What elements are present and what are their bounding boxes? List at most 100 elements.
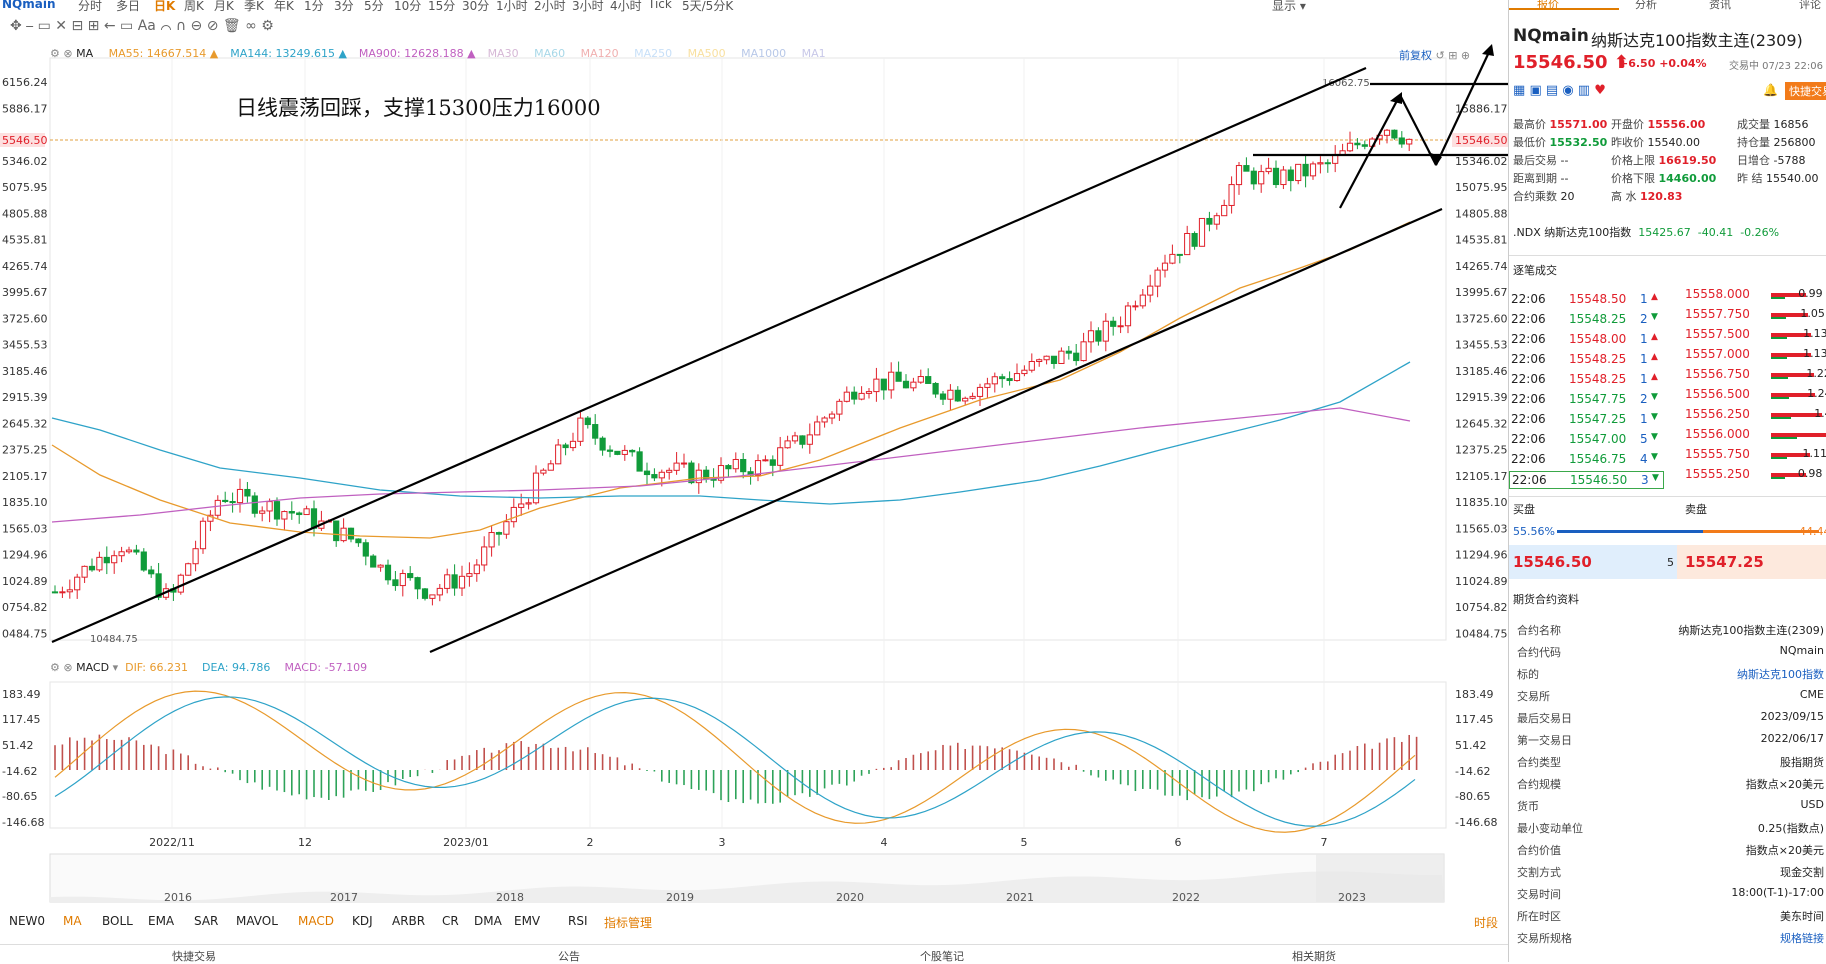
info-value-1: NQmain <box>1779 644 1824 657</box>
overview-window[interactable] <box>1316 854 1444 902</box>
indicator-tab-12[interactable]: RSI <box>568 914 588 928</box>
period-13[interactable]: 1小时 <box>496 0 528 13</box>
ma-item-1[interactable]: MA144: 13249.615 ▲ <box>230 47 347 60</box>
indicator-tab-1[interactable]: MA <box>63 914 82 928</box>
candle-body <box>155 573 162 598</box>
candle-body <box>1206 217 1213 225</box>
info-value-5: 2022/06/17 <box>1760 732 1824 745</box>
macd-axis-label-right: -14.62 <box>1455 765 1490 778</box>
candle-body <box>1406 138 1413 145</box>
info-key-14: 交易所规格 <box>1517 932 1572 945</box>
quote-tabs: 报价 分析 资讯 评论 <box>1509 0 1826 11</box>
ma-item-6[interactable]: MA250 <box>634 47 676 60</box>
macd-settings-icon[interactable]: ⚙ ⊗ <box>50 661 77 674</box>
period-2[interactable]: 日K <box>154 0 176 13</box>
ma-item-9[interactable]: MA1 <box>801 47 826 60</box>
period-18[interactable]: 5天/5分K <box>682 0 734 13</box>
candle-body <box>1287 169 1294 182</box>
symbol-label[interactable]: NQmain <box>2 0 56 11</box>
indicator-tab-0[interactable]: NEW0 <box>9 914 46 928</box>
timeframe-button[interactable]: 时段 <box>1474 916 1499 930</box>
period-0[interactable]: 分时 <box>78 0 103 13</box>
period-8[interactable]: 3分 <box>334 0 354 13</box>
candle-body <box>1095 330 1102 342</box>
wave-up2-line <box>1435 49 1491 166</box>
candle-body <box>1272 167 1280 186</box>
period-4[interactable]: 月K <box>214 0 234 13</box>
ma-item-0[interactable]: MA55: 14667.514 ▲ <box>108 47 219 60</box>
indicator-tab-4[interactable]: SAR <box>194 914 219 928</box>
indicator-tab-6[interactable]: MACD <box>298 914 334 928</box>
candle-body <box>1398 137 1405 145</box>
indicator-tab-8[interactable]: ARBR <box>392 914 426 928</box>
period-7[interactable]: 1分 <box>304 0 324 13</box>
candle-body <box>281 511 288 520</box>
candle-body <box>333 520 340 542</box>
quote-tab-0[interactable]: 报价 <box>1537 0 1559 11</box>
depth-row: 15557.750 1.05 <box>1685 307 1825 321</box>
quote-tab-3[interactable]: 评论 <box>1799 0 1821 11</box>
footer-item-0[interactable]: 快捷交易 <box>172 950 216 963</box>
info-value-2[interactable]: 纳斯达克100指数 <box>1737 668 1824 681</box>
period-5[interactable]: 季K <box>244 0 264 13</box>
ma-item-7[interactable]: MA500 <box>687 47 730 60</box>
footer-item-1[interactable]: 公告 <box>558 950 580 963</box>
quote-action-icons[interactable]: ▦ ▣ ▤ ◉ ▥ ♥ <box>1513 83 1606 98</box>
period-15[interactable]: 3小时 <box>572 0 604 13</box>
quote-tab-2[interactable]: 资讯 <box>1709 0 1731 11</box>
period-1[interactable]: 多日 <box>116 0 141 13</box>
price-axis-label-right: 15346.02 <box>1455 155 1508 168</box>
candle-body <box>821 417 828 423</box>
tick-row: 22:06 15547.75 2 ▼ <box>1511 392 1658 406</box>
drawing-tools[interactable]: ✥ ⎯ ▭ ✕ ⊟ ⊞ ← ▭ Aa ⌒ ∩ ⊖ ⊘ 🗑 ∞ ⚙ <box>10 18 274 34</box>
period-10[interactable]: 10分 <box>394 0 422 13</box>
indicator-tab-13[interactable]: 指标管理 <box>604 916 653 930</box>
tick-row: 22:06 15548.25 1 ▲ <box>1511 372 1658 386</box>
bid-box[interactable] <box>1509 545 1677 579</box>
period-16[interactable]: 4小时 <box>610 0 642 13</box>
period-9[interactable]: 5分 <box>364 0 384 13</box>
candle-body <box>592 424 599 439</box>
quick-trade-button[interactable]: 快捷交易 <box>1785 82 1826 100</box>
info-value-14[interactable]: 规格链接 <box>1780 932 1824 945</box>
candle-body <box>74 576 81 591</box>
price-axis-label-right: 13995.67 <box>1455 286 1508 299</box>
candle-body <box>532 472 540 504</box>
candle-body <box>118 551 125 557</box>
restore-button[interactable]: 前复权 ↺ ⊞ ⊕ <box>1399 49 1471 62</box>
indicator-tab-9[interactable]: CR <box>442 914 459 928</box>
ma-item-4[interactable]: MA60 <box>534 47 569 60</box>
indicator-tab-3[interactable]: EMA <box>148 914 175 928</box>
display-toggle[interactable]: 显示 ▾ <box>1272 0 1306 13</box>
indicator-tab-2[interactable]: BOLL <box>102 914 133 928</box>
quote-tab-1[interactable]: 分析 <box>1635 0 1657 11</box>
period-6[interactable]: 年K <box>274 0 294 13</box>
indicator-tab-10[interactable]: DMA <box>474 914 502 928</box>
indicator-tab-7[interactable]: KDJ <box>352 914 373 928</box>
candle-body <box>392 579 399 587</box>
ndx-row[interactable]: .NDX 纳斯达克100指数 15425.67 -40.41 -0.26% <box>1513 226 1780 239</box>
candle-body <box>976 386 984 397</box>
info-value-7: 指数点×20美元 <box>1745 778 1824 791</box>
ma-item-5[interactable]: MA120 <box>580 47 623 60</box>
ma-item-3[interactable]: MA30 <box>487 47 523 60</box>
footer-item-2[interactable]: 个股笔记 <box>920 950 964 963</box>
ask-box[interactable] <box>1677 545 1826 579</box>
dif-value: DIF: 66.231 <box>125 661 188 674</box>
ma-label[interactable]: MA <box>76 47 94 60</box>
indicator-tab-11[interactable]: EMV <box>514 914 541 928</box>
info-key-1: 合约代码 <box>1517 646 1561 659</box>
indicator-tab-5[interactable]: MAVOL <box>236 914 278 928</box>
settings-icon[interactable]: ⚙ ⊗ <box>50 47 77 60</box>
kline-chart[interactable]: 6156.24 5886.17 5346.02 5075.95 4805.88 4535.… <box>0 0 1508 962</box>
period-14[interactable]: 2小时 <box>534 0 566 13</box>
ma-item-2[interactable]: MA900: 12628.188 ▲ <box>358 47 476 60</box>
bell-icon[interactable]: 🔔 <box>1763 83 1778 97</box>
period-12[interactable]: 30分 <box>462 0 490 13</box>
footer-item-3[interactable]: 相关期货 <box>1292 950 1336 963</box>
period-17[interactable]: Tick <box>648 0 672 11</box>
period-3[interactable]: 周K <box>184 0 204 13</box>
ma-item-8[interactable]: MA1000 <box>741 47 790 60</box>
candle-body <box>895 371 902 382</box>
period-11[interactable]: 15分 <box>428 0 456 13</box>
